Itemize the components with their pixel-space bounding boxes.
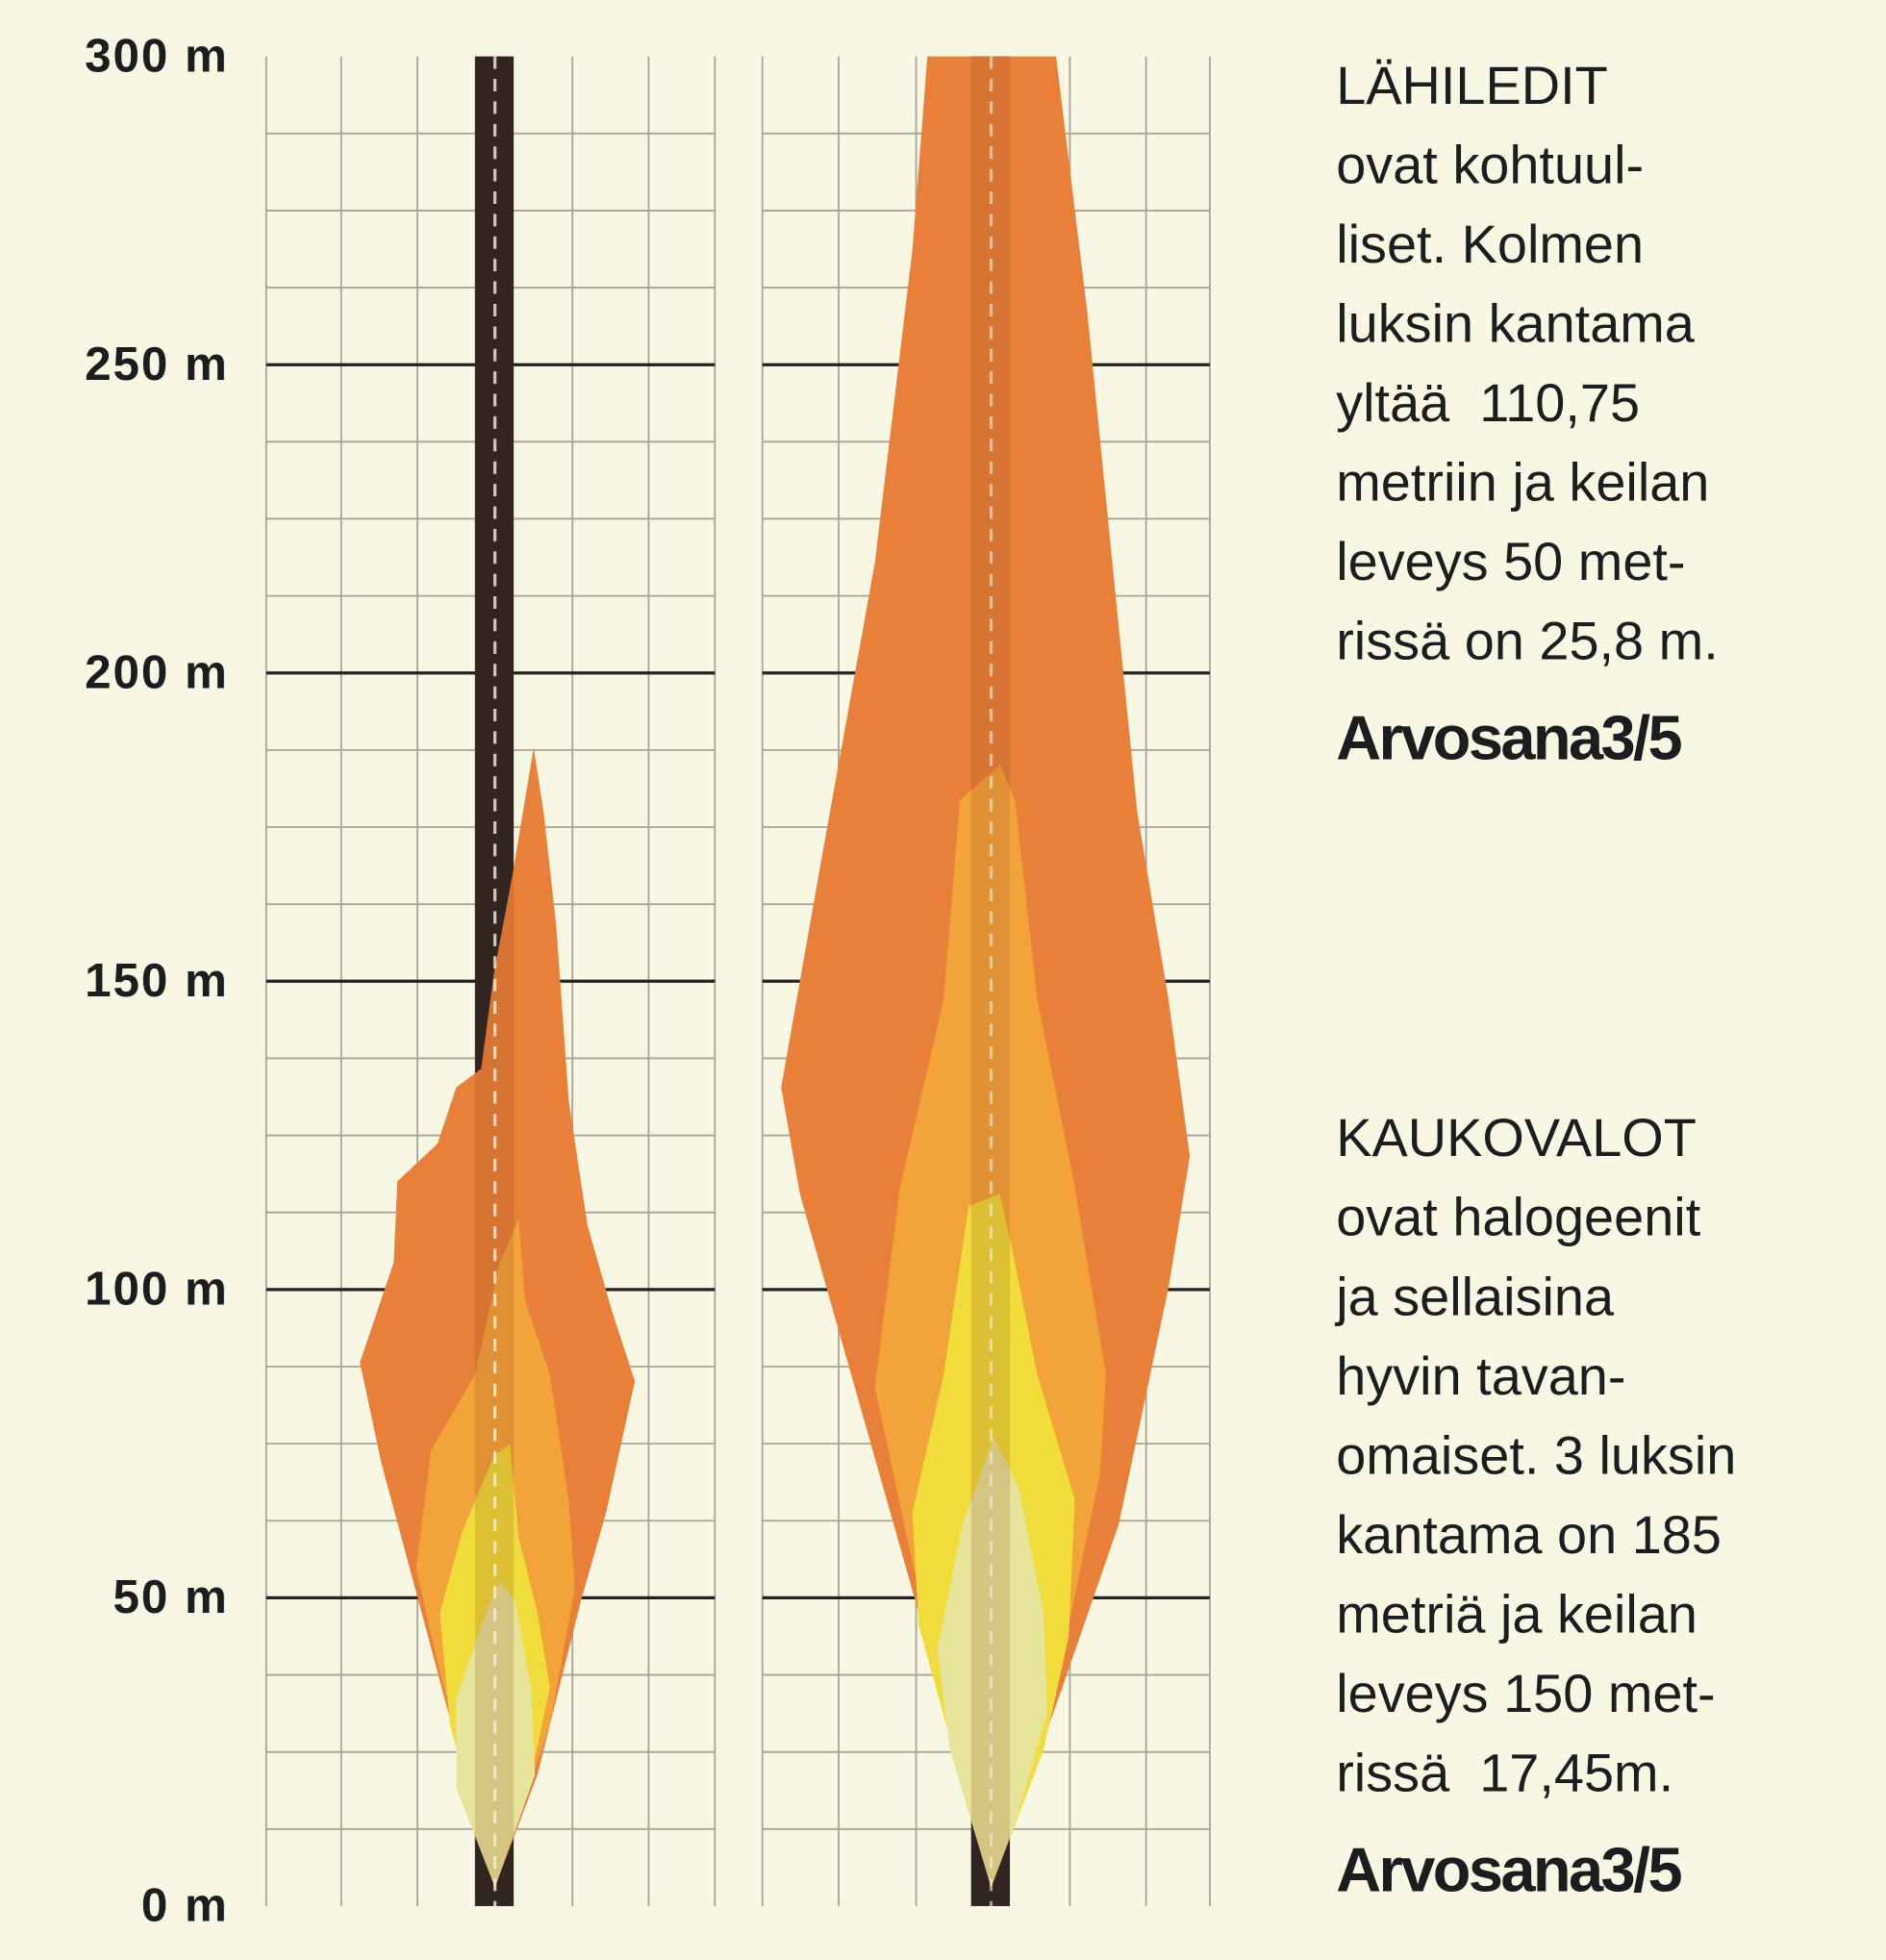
beam-core: [456, 1581, 536, 1888]
block-line: kantama on 185: [1336, 1504, 1722, 1565]
block-line: hyvin tavan-: [1336, 1345, 1625, 1406]
block-heading: KAUKOVALOT: [1336, 1107, 1697, 1168]
block-line: metriä ja keilan: [1336, 1583, 1697, 1644]
y-tick-label: 150 m: [85, 954, 229, 1007]
block-line: ovat halogeenit: [1336, 1187, 1700, 1247]
block-line: rissä 17,45m.: [1336, 1742, 1673, 1802]
rating: Arvosana3/5: [1336, 1834, 1681, 1904]
y-tick-label: 0 m: [141, 1879, 229, 1932]
text-column: LÄHILEDIT ovat kohtuul-liset. Kolmen luksi…: [1334, 55, 1736, 1904]
block-heading: LÄHILEDIT: [1336, 55, 1608, 115]
y-tick-label: 250 m: [85, 338, 229, 390]
block-line: yltää 110,75: [1336, 372, 1640, 433]
block-line: luksin kantama: [1336, 293, 1696, 354]
y-tick-label: 50 m: [113, 1571, 228, 1623]
y-tick-label: 100 m: [85, 1262, 229, 1315]
rating: Arvosana3/5: [1336, 703, 1681, 773]
y-axis-labels: 0 m 50 m 100 m 150 m 200 m 250 m 300 m: [85, 29, 229, 1932]
y-tick-label: 200 m: [85, 645, 229, 698]
block-line: leveys 50 met-: [1336, 531, 1685, 591]
block-line: ovat kohtuul-: [1336, 135, 1644, 195]
block-line: leveys 150 met-: [1336, 1663, 1715, 1723]
block-line: liset. Kolmen: [1336, 214, 1644, 274]
y-tick-label: 300 m: [85, 29, 229, 82]
block-line: metriin ja keilan: [1336, 452, 1709, 513]
block-line: ja sellaisina: [1334, 1266, 1615, 1326]
block-line: omaiset. 3 luksin: [1336, 1424, 1736, 1485]
beams: [360, 56, 1191, 1906]
block-line: rissä on 25,8 m.: [1336, 611, 1719, 671]
